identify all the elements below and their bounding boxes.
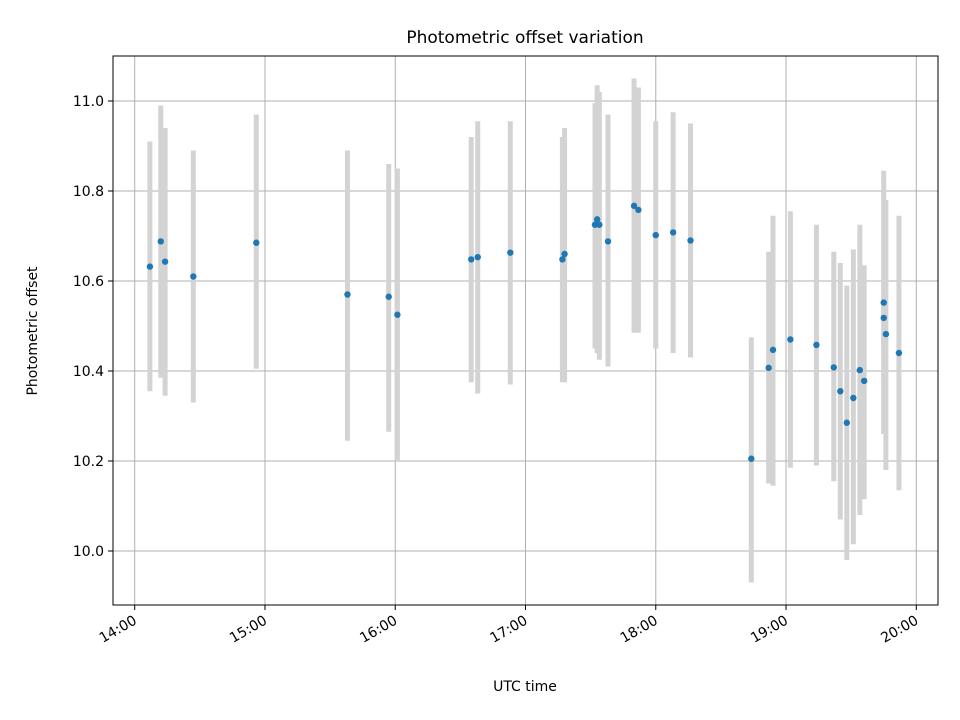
data-point (507, 249, 514, 256)
y-tick-label: 10.8 (73, 184, 104, 200)
y-tick-label: 10.0 (73, 544, 104, 560)
data-point (604, 238, 612, 245)
data-point (895, 349, 903, 357)
data-point (468, 256, 475, 263)
y-tick-label: 10.2 (73, 454, 104, 470)
data-point (635, 206, 642, 214)
data-point (769, 346, 777, 354)
data-point (394, 311, 401, 318)
x-tick-label: 16:00 (357, 613, 400, 647)
data-point (882, 330, 890, 338)
data-point (765, 364, 772, 372)
data-point (830, 364, 837, 371)
data-point (860, 377, 868, 385)
data-point (850, 394, 857, 402)
data-point (748, 455, 755, 462)
y-axis-label: Photometric offset (25, 266, 41, 396)
data-point (687, 237, 694, 244)
x-tick-label: 18:00 (618, 613, 661, 647)
data-point (253, 239, 260, 246)
data-point (146, 263, 154, 270)
data-point (652, 231, 659, 239)
y-tick-label: 10.4 (73, 364, 104, 380)
y-tick-label: 10.6 (73, 274, 104, 290)
data-point (813, 341, 820, 349)
data-point (669, 229, 677, 236)
data-point (596, 221, 603, 228)
data-point (161, 258, 169, 265)
data-point (157, 238, 164, 245)
x-tick-label: 14:00 (97, 613, 140, 647)
data-point (880, 299, 887, 306)
x-tick-label: 19:00 (748, 613, 791, 647)
data-point (385, 293, 392, 300)
data-point (787, 336, 794, 343)
x-tick-label: 17:00 (488, 613, 531, 647)
data-point (559, 256, 566, 263)
error-bars (147, 78, 902, 583)
data-point (474, 253, 481, 261)
data-point (190, 273, 197, 280)
y-tick-label: 11.0 (73, 94, 104, 110)
x-tick-label: 20:00 (878, 613, 921, 647)
data-point (561, 250, 568, 258)
x-axis-ticks: 14:00 15:00 16:00 17:00 18:00 19:00 20:00 (97, 605, 921, 647)
data-point (593, 216, 601, 223)
data-points (146, 202, 903, 462)
data-point (630, 202, 638, 210)
data-point (837, 388, 844, 395)
data-point (856, 366, 864, 374)
data-point (880, 314, 887, 322)
data-point (344, 291, 351, 298)
x-tick-label: 15:00 (227, 613, 270, 647)
x-axis-label: UTC time (493, 679, 557, 695)
data-point (843, 419, 851, 426)
y-axis-ticks: 10.0 10.2 10.4 10.6 10.8 11.0 (73, 94, 113, 560)
chart-title: Photometric offset variation (406, 28, 643, 48)
